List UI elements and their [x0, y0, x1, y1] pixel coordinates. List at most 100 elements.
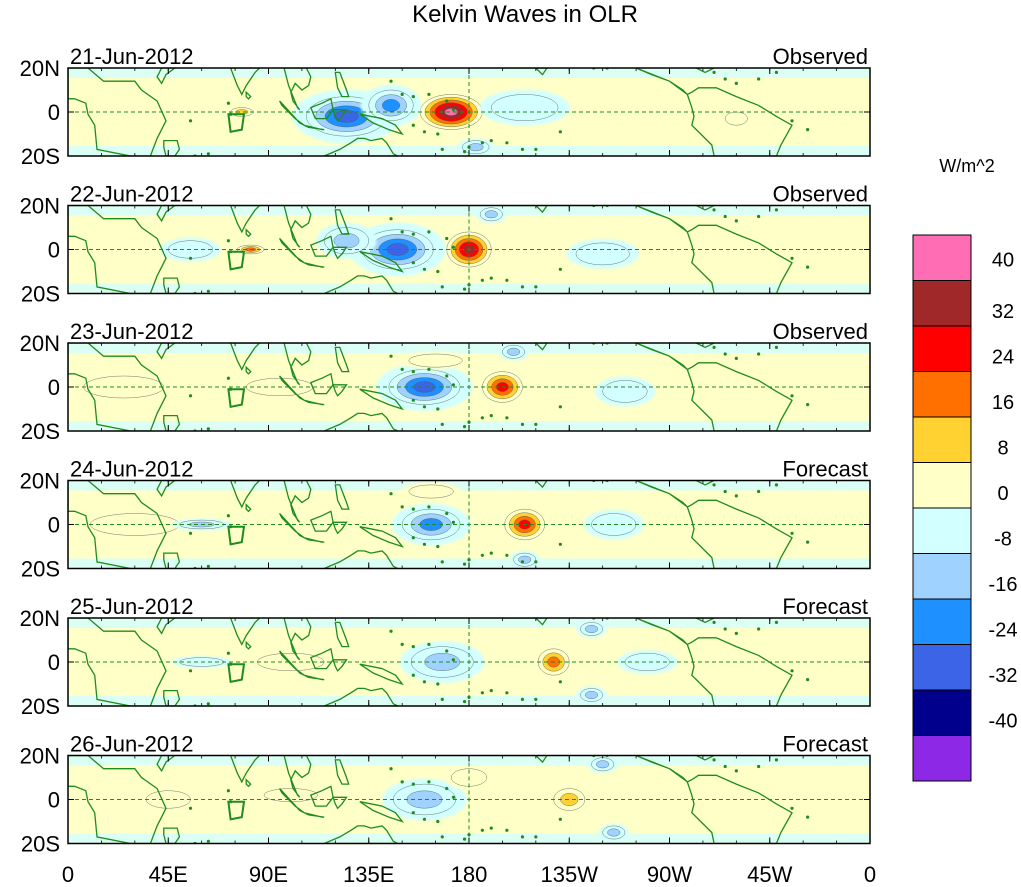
coastline: [332, 109, 348, 122]
latitude-label: 20S: [21, 694, 60, 719]
island: [774, 620, 779, 625]
longitude-label: 0: [864, 862, 876, 887]
colorbar-label: 8: [997, 438, 1008, 460]
island: [226, 514, 230, 518]
anomaly-contour: [382, 99, 401, 112]
island: [389, 354, 393, 358]
colorbar-swatch: [912, 416, 972, 463]
colorbar-swatch: [912, 234, 972, 281]
coastline: [334, 209, 350, 235]
island: [790, 256, 794, 260]
island: [757, 489, 761, 494]
coastline: [163, 277, 181, 294]
island: [427, 642, 431, 647]
coastline: [695, 755, 715, 761]
panel-date: 24-Jun-2012: [70, 457, 194, 482]
coastline: [323, 550, 398, 569]
coastline: [156, 68, 176, 85]
coastline: [229, 68, 261, 96]
coastline: [303, 812, 325, 818]
island: [427, 92, 431, 96]
island: [411, 370, 415, 374]
island: [422, 680, 427, 684]
island: [427, 780, 431, 784]
island: [480, 553, 484, 557]
island: [440, 285, 444, 289]
colorbar-swatch: [912, 280, 972, 327]
island: [480, 141, 484, 145]
island: [422, 405, 427, 409]
colorbar-units: W/m^2: [939, 156, 994, 176]
island: [774, 758, 779, 762]
coastline: [334, 621, 350, 648]
island: [411, 811, 415, 815]
panel-date: 23-Jun-2012: [70, 319, 194, 344]
island: [389, 79, 393, 83]
reference-box: [227, 250, 246, 271]
coastline: [303, 537, 325, 543]
latitude-label: 20N: [20, 194, 60, 219]
coastline: [359, 251, 404, 273]
island: [440, 835, 444, 839]
island: [480, 691, 484, 695]
island: [520, 697, 525, 702]
coastline: [156, 343, 176, 360]
island: [436, 819, 440, 824]
island: [505, 553, 509, 557]
latitude-label: 0: [48, 238, 60, 263]
coastline: [303, 262, 325, 268]
latitude-label: 20S: [21, 419, 60, 444]
coastline: [635, 755, 793, 844]
island: [411, 95, 415, 99]
island: [712, 620, 716, 625]
coastline: [283, 205, 312, 248]
coastline: [279, 650, 305, 676]
longitude-label: 90W: [647, 862, 692, 887]
anomaly-contour: [408, 353, 463, 368]
island: [734, 219, 738, 223]
colorbar-label: 40: [992, 250, 1014, 272]
reference-box: [227, 113, 246, 133]
coastline: [229, 480, 261, 509]
island: [411, 507, 415, 511]
coastline: [68, 618, 167, 706]
island: [422, 130, 427, 134]
island: [723, 764, 727, 769]
island: [806, 128, 810, 132]
island: [774, 208, 779, 212]
island: [451, 245, 456, 249]
coastline: [279, 238, 305, 264]
island: [505, 141, 509, 145]
panel-status: Forecast: [782, 732, 868, 757]
coastline: [303, 124, 325, 131]
coastline: [68, 68, 167, 156]
island: [734, 81, 738, 85]
colorbar-swatch: [912, 507, 972, 554]
island: [445, 511, 449, 516]
island: [734, 631, 738, 636]
coastline: [334, 484, 350, 510]
coastline: [245, 503, 252, 513]
island: [188, 531, 193, 535]
island: [712, 758, 716, 762]
colorbar-label: 16: [992, 392, 1014, 414]
coastline: [245, 365, 252, 375]
coastline: [245, 640, 252, 650]
panel-status: Forecast: [782, 457, 868, 482]
coastline: [283, 68, 312, 111]
island: [534, 697, 538, 702]
colorbar-label: 0: [997, 483, 1008, 505]
coastline: [245, 90, 252, 100]
coastline: [334, 346, 350, 373]
island: [389, 767, 393, 771]
coastline: [334, 71, 350, 98]
island: [505, 278, 509, 282]
coastline: [279, 100, 305, 126]
island: [774, 483, 779, 487]
island: [462, 837, 467, 841]
island: [790, 119, 794, 123]
coastline: [156, 755, 176, 773]
latitude-label: 0: [48, 650, 60, 675]
island: [734, 769, 738, 773]
coastline: [279, 513, 305, 539]
